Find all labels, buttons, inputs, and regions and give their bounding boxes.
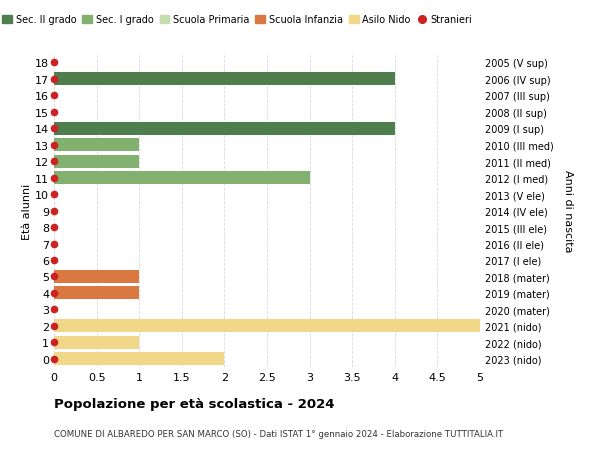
Bar	[54, 123, 395, 135]
Bar	[54, 270, 139, 283]
Y-axis label: Età alunni: Età alunni	[22, 183, 32, 239]
Bar	[54, 172, 310, 185]
Y-axis label: Anni di nascita: Anni di nascita	[563, 170, 573, 252]
Bar	[54, 156, 139, 168]
Legend: Sec. II grado, Sec. I grado, Scuola Primaria, Scuola Infanzia, Asilo Nido, Stran: Sec. II grado, Sec. I grado, Scuola Prim…	[0, 11, 476, 29]
Text: COMUNE DI ALBAREDO PER SAN MARCO (SO) - Dati ISTAT 1° gennaio 2024 - Elaborazion: COMUNE DI ALBAREDO PER SAN MARCO (SO) - …	[54, 429, 503, 438]
Bar	[54, 336, 139, 349]
Text: Popolazione per età scolastica - 2024: Popolazione per età scolastica - 2024	[54, 397, 335, 410]
Bar	[54, 320, 480, 332]
Bar	[54, 353, 224, 365]
Bar	[54, 73, 395, 86]
Bar	[54, 139, 139, 152]
Bar	[54, 287, 139, 300]
